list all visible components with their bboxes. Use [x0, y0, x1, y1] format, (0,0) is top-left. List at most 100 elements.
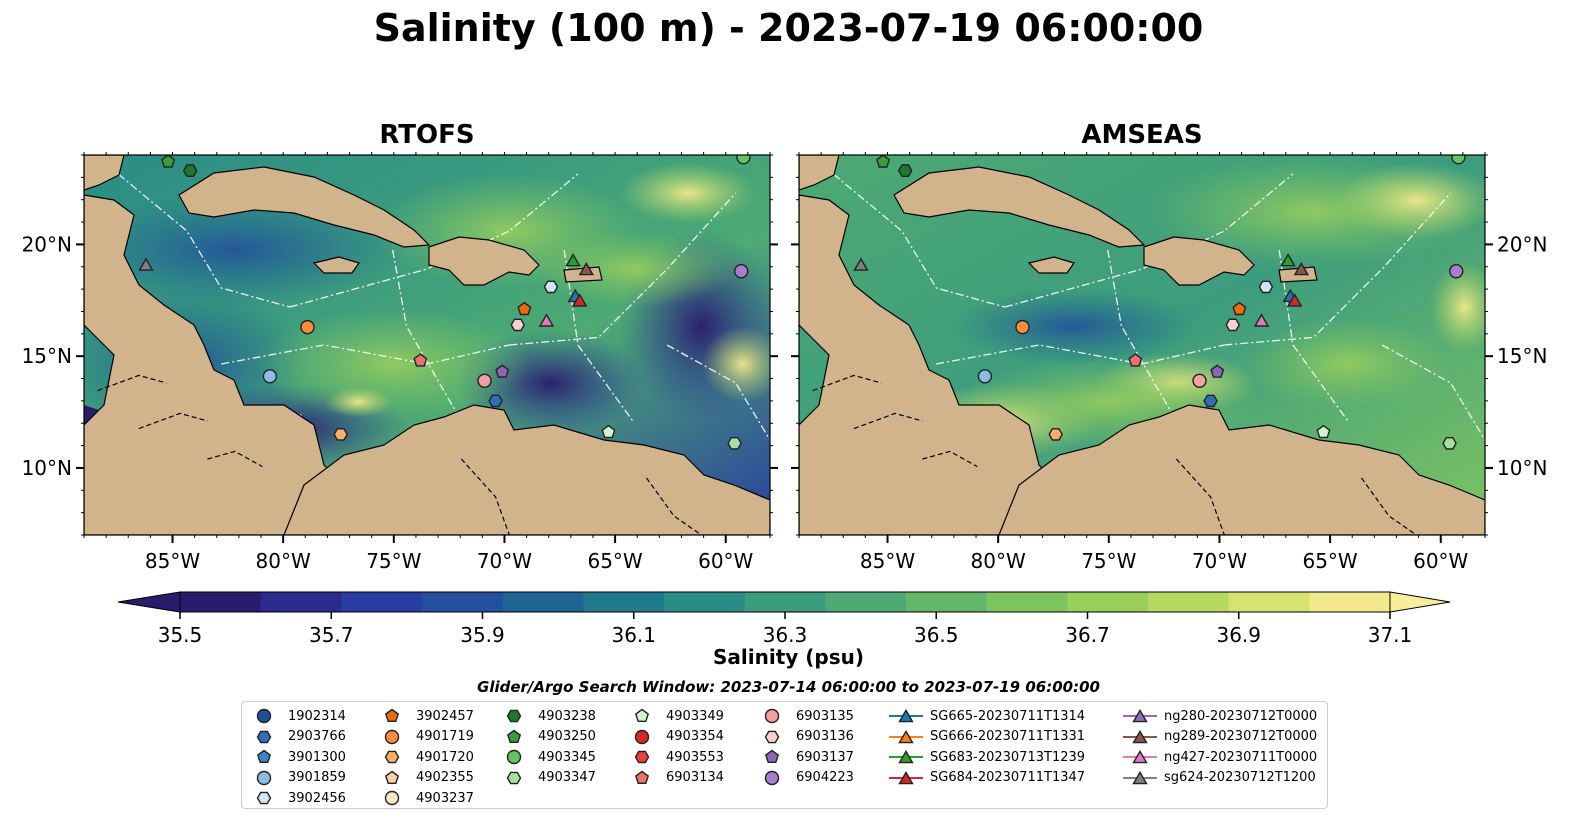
hexagon-marker-icon: [506, 709, 522, 723]
pentagon-marker-icon: [764, 749, 780, 763]
legend-entry: sg624-20230712T1200: [1122, 768, 1316, 788]
circle-marker-icon: [256, 708, 272, 724]
circle-marker-icon: [384, 790, 400, 806]
legend-marker: [506, 709, 522, 723]
colorbar-label: Salinity (psu): [712, 645, 864, 669]
colorbar-segment: [1228, 592, 1310, 612]
legend-entry: 3901859: [254, 768, 346, 788]
map-marker: [1210, 364, 1225, 378]
legend-entry: 4903250: [504, 727, 596, 747]
y-tick-label: 20°N: [1497, 232, 1547, 256]
map-marker: [182, 164, 198, 177]
legend-entry: 4902355: [382, 768, 474, 788]
legend-label: SG666-20230711T1331: [930, 729, 1086, 744]
legend-label: 4903354: [666, 729, 724, 744]
colorbar-tick-label: 36.7: [1065, 623, 1110, 647]
colorbar-tick-label: 37.1: [1368, 623, 1413, 647]
legend-label: ng280-20230712T0000: [1164, 708, 1318, 724]
colorbar-tick-label: 36.9: [1216, 623, 1261, 647]
legend-entry: 4903345: [504, 747, 596, 767]
map-frame: [83, 154, 771, 536]
legend-marker: [384, 708, 400, 722]
map-marker: [1293, 261, 1310, 276]
legend-entry: 6903135: [762, 706, 854, 726]
map-marker: [1192, 373, 1207, 388]
x-tick-label: 75°W: [366, 549, 421, 573]
colorbar-segment: [180, 592, 262, 612]
map-marker: [413, 353, 428, 367]
map-panel-rtofs: 85°W 80°W 75°W 70°W 65°W 60°W 20°N 15°N 10°N: [22, 152, 778, 573]
legend-marker: [898, 709, 914, 723]
legend-entry: 4903238: [504, 706, 596, 726]
map-marker: [578, 261, 595, 276]
y-tick-label: 15°N: [1497, 344, 1547, 368]
map-marker: [1232, 301, 1247, 316]
colorbar-segment: [583, 592, 665, 612]
legend-label: 4903250: [538, 729, 596, 744]
legend-entry: SG683-20230713T1239: [888, 747, 1085, 767]
country-borders: [812, 374, 1417, 535]
pentagon-marker-icon: [384, 770, 400, 784]
colorbar-segment: [260, 592, 342, 612]
legend-marker: [384, 729, 400, 744]
panel-title-rtofs: RTOFS: [379, 120, 475, 150]
search-window-text: Glider/Argo Search Window: 2023-07-14 06…: [477, 678, 1100, 696]
map-marker: [333, 428, 349, 441]
map-marker: [571, 293, 588, 307]
map-marker: [1253, 313, 1270, 327]
colorbar-extend-min: [117, 591, 181, 613]
map-marker: [488, 394, 503, 408]
map-marker: [300, 319, 315, 335]
x-tick-label: 80°W: [971, 549, 1026, 573]
legend-entry: 4903347: [504, 768, 596, 788]
colorbar-segment: [664, 592, 746, 612]
y-tick-label: 10°N: [1497, 456, 1547, 480]
colorbar-segment: [744, 592, 826, 612]
legend-entry: 4903553: [632, 747, 724, 767]
colorbar-tick-label: 35.5: [158, 623, 203, 647]
legend-entry: ng289-20230712T0000: [1122, 727, 1317, 747]
colorbar-tick-label: 35.7: [309, 623, 354, 647]
legend-marker: [1132, 750, 1148, 764]
legend-marker: [506, 729, 522, 743]
legend-label: 4903553: [666, 749, 724, 765]
circle-marker-icon: [506, 749, 522, 765]
circle-marker-icon: [764, 708, 780, 724]
pentagon-marker-icon: [634, 770, 650, 784]
map-marker: [727, 437, 742, 450]
map-marker: [1258, 280, 1274, 294]
legend-entry: 3901300: [254, 747, 346, 767]
map-marker: [1449, 264, 1464, 279]
legend-entry: 3902456: [254, 788, 346, 808]
pentagon-marker-icon: [506, 729, 522, 743]
legend-marker: [1132, 770, 1148, 784]
legend-marker: [898, 729, 914, 743]
y-tick-label: 15°N: [22, 344, 72, 368]
hexagon-marker-icon: [256, 791, 272, 805]
legend-entry: 4901719: [382, 727, 474, 747]
legend-marker: [764, 708, 780, 724]
colorbar-tick-label: 36.3: [763, 623, 808, 647]
map-marker: [897, 164, 913, 177]
legend-label: 4901719: [416, 729, 474, 744]
x-tick-label: 75°W: [1081, 549, 1136, 573]
colorbar-segment: [1148, 592, 1230, 612]
legend-entry: 4901720: [382, 747, 474, 767]
legend-marker: [256, 749, 272, 763]
x-tick-label: 60°W: [1413, 549, 1468, 573]
legend-label: 6904223: [796, 770, 854, 785]
x-tick-label: 65°W: [587, 549, 642, 573]
legend-label: SG684-20230711T1347: [930, 770, 1086, 785]
hexagon-marker-icon: [506, 771, 522, 784]
legend-marker: [506, 749, 522, 765]
legend-marker: [384, 750, 400, 764]
map-marker: [736, 155, 751, 165]
map-marker: [1442, 437, 1457, 450]
map-marker: [876, 155, 891, 168]
legend-label: 4901720: [416, 749, 474, 765]
map-marker: [510, 318, 526, 332]
legend-label: 6903134: [666, 770, 724, 785]
legend-entry: 6903134: [632, 768, 724, 788]
legend-marker: [506, 771, 522, 784]
